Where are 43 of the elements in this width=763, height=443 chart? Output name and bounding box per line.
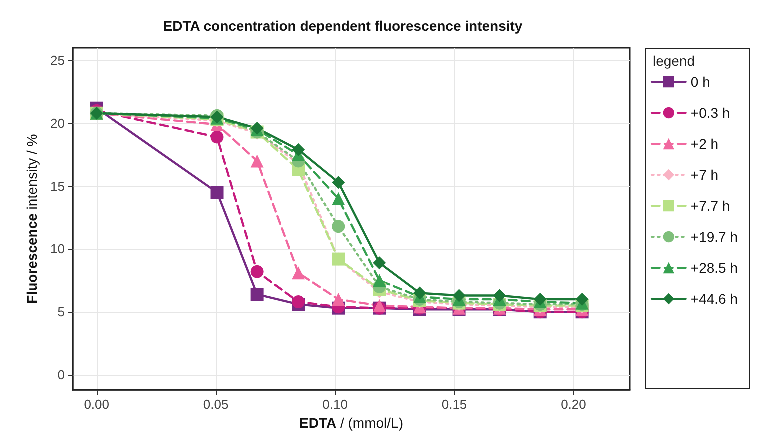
x-tick-label: 0.05 xyxy=(203,397,229,412)
x-tick-label: 0.00 xyxy=(84,397,110,412)
x-tick-label: 0.10 xyxy=(322,397,348,412)
legend-label: +2 h xyxy=(690,136,719,152)
point xyxy=(373,274,386,288)
legend-label: +7 h xyxy=(690,167,719,183)
y-axis-title: Fluorescence intensity / % xyxy=(24,134,40,304)
x-tick-label: 0.15 xyxy=(442,397,468,412)
legend-label: +19.7 h xyxy=(690,229,738,245)
chart-title: EDTA concentration dependent fluorescence intensity xyxy=(163,18,523,34)
legend-label: +0.3 h xyxy=(690,105,730,121)
point xyxy=(413,286,426,300)
legend-label: 0 h xyxy=(690,74,710,90)
point xyxy=(332,293,346,306)
point xyxy=(493,289,506,302)
point xyxy=(373,256,386,270)
point xyxy=(576,293,589,306)
point xyxy=(452,289,466,302)
point xyxy=(250,154,264,168)
point xyxy=(292,296,306,309)
point xyxy=(250,265,264,278)
point xyxy=(250,288,264,302)
x-tick-label: 0.20 xyxy=(561,397,586,412)
x-axis-title: EDTA / (mmol/L) xyxy=(300,415,404,431)
legend-label: +28.5 h xyxy=(690,260,738,276)
y-tick-label: 25 xyxy=(50,53,65,68)
y-tick-label: 20 xyxy=(50,116,65,131)
point xyxy=(332,220,346,234)
point xyxy=(292,266,306,280)
legend-title: legend xyxy=(652,53,696,69)
point xyxy=(332,192,346,206)
y-tick-label: 0 xyxy=(58,368,65,383)
point xyxy=(210,186,224,200)
y-tick-label: 15 xyxy=(50,178,65,194)
point xyxy=(210,130,224,144)
legend-label: +44.6 h xyxy=(690,291,738,307)
legend-label: +7.7 h xyxy=(690,198,730,214)
y-tick-label: 10 xyxy=(50,242,65,257)
point xyxy=(292,143,306,156)
point xyxy=(373,299,386,312)
point xyxy=(534,293,547,306)
point xyxy=(332,176,346,190)
y-tick-label: 5 xyxy=(58,304,65,320)
